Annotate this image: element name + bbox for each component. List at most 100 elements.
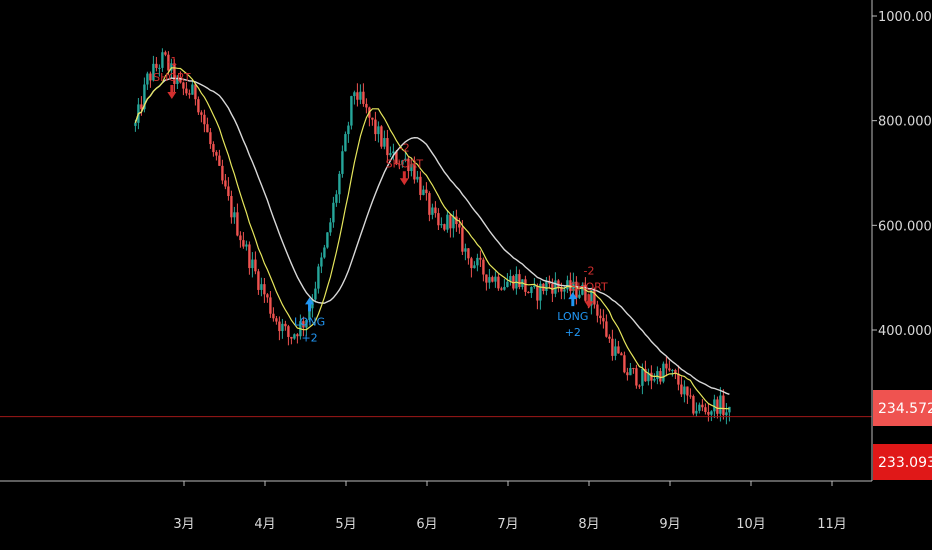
candle-body (563, 289, 566, 292)
candle-body (602, 318, 605, 322)
candle-body (179, 77, 182, 83)
candle-body (560, 287, 563, 292)
candle-body (248, 244, 251, 269)
candle-body (242, 240, 245, 247)
candle-body (335, 194, 338, 203)
candle-body (422, 189, 425, 195)
candle-body (296, 334, 299, 337)
candle-body (575, 281, 578, 298)
candle-body (695, 410, 698, 414)
candle-body (434, 207, 437, 214)
candle-body (548, 281, 551, 284)
candle-body (710, 411, 713, 415)
candle-body (689, 395, 692, 397)
x-tick-label: 5月 (335, 517, 356, 532)
candle-body (722, 395, 725, 416)
candle-body (158, 67, 161, 69)
candle-body (524, 279, 527, 292)
candle-body (518, 274, 521, 288)
x-tick-label: 11月 (817, 517, 847, 532)
short-signal: SHORT -1 (153, 55, 191, 99)
signal-type-label: SHORT (570, 280, 608, 293)
candle-body (254, 259, 257, 272)
candle-body (584, 284, 587, 301)
candle-body (275, 318, 278, 322)
candle-body (599, 315, 602, 319)
candle-body (206, 124, 209, 133)
candle-body (404, 158, 407, 161)
candle-body (272, 313, 275, 319)
candle-body (641, 368, 644, 386)
arrow-up-icon (568, 292, 578, 307)
candle-body (191, 84, 194, 95)
candle-body (647, 372, 650, 382)
candle-body (155, 63, 158, 68)
price-tags: 234.572 233.093 (873, 390, 932, 480)
candle-body (605, 321, 608, 337)
candle-body (698, 404, 701, 411)
candle-body (680, 384, 683, 395)
candle-body (503, 287, 506, 290)
candle-body (662, 363, 665, 382)
candle-body (323, 247, 326, 258)
candle-body (293, 334, 296, 339)
candle-body (326, 232, 329, 248)
candle-body (194, 84, 197, 100)
candle-body (263, 284, 266, 295)
candle-body (170, 63, 173, 71)
candle-body (410, 164, 413, 172)
candle-body (143, 84, 146, 110)
signal-count-label: -2 (399, 141, 410, 154)
candle-body (620, 353, 623, 356)
candle-body (623, 355, 626, 373)
candle-body (215, 152, 218, 156)
y-tick-label: 800.000 (878, 115, 932, 130)
candle-body (506, 281, 509, 288)
candle-body (413, 164, 416, 180)
candle-body (614, 346, 617, 356)
signal-count-label: -1 (166, 55, 177, 68)
candle-body (473, 265, 476, 269)
candle-body (251, 259, 254, 269)
candle-body (593, 289, 596, 305)
candle-body (320, 257, 323, 267)
candle-body (509, 276, 512, 282)
fast-moving-average-line (134, 67, 730, 410)
candle-body (470, 258, 473, 269)
short-signal: SHORT -2 (570, 264, 608, 309)
candle-body (395, 151, 398, 165)
candle-body (467, 248, 470, 259)
candle-body (452, 216, 455, 229)
candle-body (437, 213, 440, 226)
candle-body (257, 271, 260, 290)
candle-body (314, 288, 317, 300)
candle-body (260, 284, 263, 290)
candle-body (707, 411, 710, 415)
candle-body (638, 385, 641, 387)
x-tick-label: 6月 (416, 517, 437, 532)
signal-count-label: -2 (584, 264, 595, 277)
candle-body (377, 126, 380, 135)
candle-body (716, 399, 719, 414)
candle-body (212, 144, 215, 153)
candle-body (665, 363, 668, 369)
candle-body (227, 186, 230, 197)
candle-body (728, 406, 731, 413)
signal-count-label: +2 (565, 326, 581, 339)
candle-body (305, 319, 308, 328)
candle-body (224, 180, 227, 187)
candle-body (269, 297, 272, 314)
candle-body (356, 92, 359, 100)
candle-body (149, 73, 152, 81)
candle-body (653, 378, 656, 381)
candle-body (725, 412, 728, 416)
candle-body (461, 227, 464, 252)
candle-body (182, 82, 185, 89)
signal-type-label: SHORT (386, 157, 424, 170)
candle-body (308, 308, 311, 320)
candle-body (611, 338, 614, 356)
candle-body (239, 235, 242, 241)
candle-body (668, 368, 671, 371)
